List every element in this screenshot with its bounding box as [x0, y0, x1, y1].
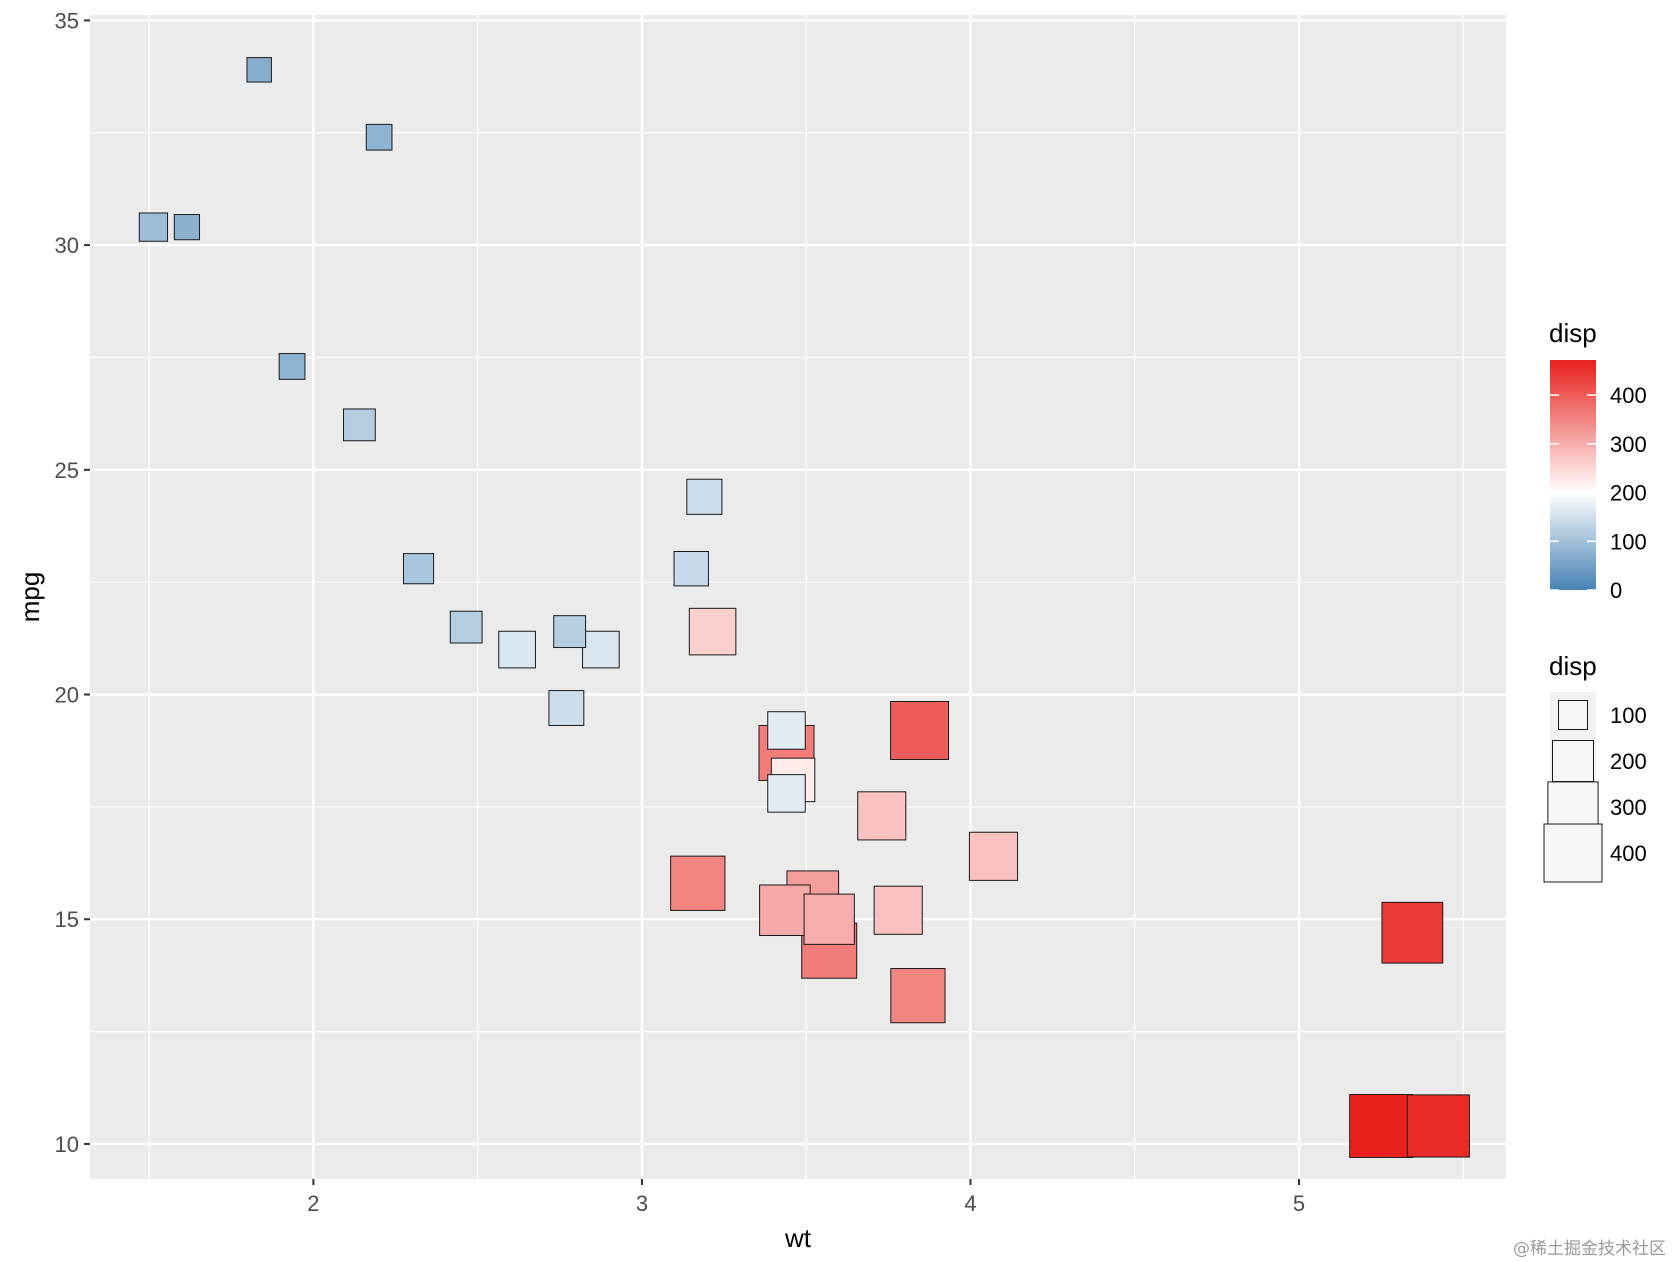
- data-point: [1406, 1094, 1470, 1158]
- data-point: [767, 711, 806, 750]
- color-legend-label: 0: [1610, 578, 1622, 603]
- data-point: [688, 607, 737, 656]
- color-legend-label: 100: [1610, 529, 1647, 554]
- data-point: [278, 353, 306, 380]
- grid-minor-lines: [90, 15, 1506, 1179]
- color-legend-bar: [1550, 360, 1596, 590]
- data-point: [803, 893, 855, 945]
- y-tick-label: 30: [55, 233, 79, 258]
- size-legend-label: 100: [1610, 703, 1647, 728]
- data-point: [582, 630, 620, 669]
- size-legend-title: disp: [1549, 651, 1597, 681]
- size-legend-swatch: [1543, 823, 1603, 883]
- data-point: [173, 214, 201, 241]
- data-point: [553, 615, 587, 649]
- size-legend-swatch: [1558, 700, 1588, 730]
- data-point: [873, 885, 923, 935]
- color-legend-label: 400: [1610, 383, 1647, 408]
- data-point: [890, 968, 946, 1024]
- size-legend-label: 300: [1610, 795, 1647, 820]
- data-points: [138, 57, 1470, 1158]
- size-legend-label: 400: [1610, 841, 1647, 866]
- x-tick-label: 3: [636, 1191, 648, 1216]
- x-tick-label: 4: [964, 1191, 976, 1216]
- data-point: [343, 408, 376, 442]
- y-tick-label: 35: [55, 8, 79, 33]
- data-point: [759, 884, 811, 937]
- data-point: [857, 791, 907, 841]
- size-legend: disp 100 200 300 400: [1543, 651, 1647, 883]
- color-legend-title: disp: [1549, 318, 1597, 348]
- plot-panel: [90, 15, 1506, 1179]
- y-tick-label: 20: [55, 683, 79, 708]
- size-legend-swatch: [1552, 740, 1594, 782]
- data-point: [890, 700, 950, 760]
- watermark-text: @稀土掘金技术社区: [1513, 1239, 1666, 1259]
- color-legend-label: 300: [1610, 432, 1647, 457]
- color-legend: disp 0 100 200 300 400: [1549, 318, 1647, 603]
- data-point: [767, 774, 806, 813]
- grid-major-lines: [90, 15, 1506, 1179]
- y-tick-label: 10: [55, 1132, 79, 1157]
- data-point: [365, 123, 393, 151]
- y-tick-label: 25: [55, 458, 79, 483]
- data-point: [449, 610, 483, 644]
- data-point: [498, 630, 536, 669]
- size-legend-label: 200: [1610, 749, 1647, 774]
- size-legend-keys: 100 200 300 400: [1543, 692, 1647, 883]
- data-point: [402, 553, 435, 585]
- y-tick-label: 15: [55, 907, 79, 932]
- data-point: [670, 855, 726, 911]
- color-legend-label: 200: [1610, 481, 1647, 506]
- data-point: [1381, 901, 1444, 964]
- data-point: [673, 550, 709, 587]
- data-point: [968, 831, 1019, 881]
- data-point: [138, 212, 169, 242]
- data-point: [1349, 1093, 1414, 1158]
- data-point: [548, 690, 585, 726]
- color-legend-ticks: 0 100 200 300 400: [1550, 383, 1647, 603]
- x-axis: 2 3 4 5: [307, 1179, 1305, 1216]
- y-axis: 10 15 20 25 30 35: [55, 8, 90, 1157]
- data-point: [246, 57, 272, 83]
- y-axis-title: mpg: [15, 572, 45, 623]
- data-point: [686, 478, 723, 515]
- x-axis-title: wt: [784, 1223, 812, 1253]
- x-tick-label: 2: [307, 1191, 319, 1216]
- x-tick-label: 5: [1293, 1191, 1305, 1216]
